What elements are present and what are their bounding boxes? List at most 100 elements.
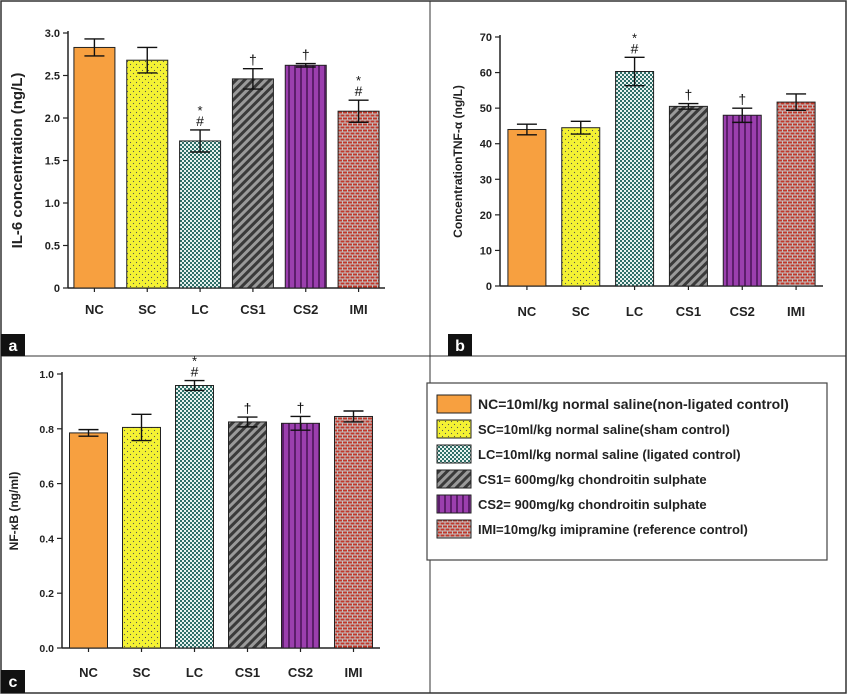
x-tick-label-cs2: CS2 <box>730 304 755 319</box>
bar-imi <box>337 110 380 289</box>
error-bar-sc <box>137 46 158 74</box>
legend-swatch-imi <box>436 519 472 539</box>
x-tick-label-imi: IMI <box>344 665 362 680</box>
y-tick-label: 0.0 <box>39 643 54 655</box>
x-tick-label-cs2: CS2 <box>288 665 313 680</box>
y-tick-label: 1.0 <box>39 369 54 381</box>
error-bar-imi <box>343 410 364 423</box>
significance-star: * <box>198 103 203 118</box>
y-tick-label: 30 <box>480 174 492 186</box>
y-axis-label: NF-κB (ng/ml) <box>7 472 21 551</box>
bar-lc <box>615 71 655 287</box>
x-tick-label-nc: NC <box>79 665 98 680</box>
error-bar-cs2 <box>295 62 316 68</box>
x-tick-label-lc: LC <box>186 665 204 680</box>
y-tick-label: 3.0 <box>45 28 60 40</box>
significance-hash: # <box>355 83 363 99</box>
error-bar-cs1 <box>237 416 258 428</box>
bar-nc <box>69 432 108 649</box>
error-bar-lc <box>184 379 205 392</box>
y-tick-label: 1.5 <box>45 156 60 168</box>
y-tick-label: 70 <box>480 32 492 44</box>
y-tick-label: 2.0 <box>45 113 60 125</box>
panel-label-b: b <box>448 334 472 356</box>
bar-lc <box>175 385 214 649</box>
error-bar-sc <box>131 413 152 442</box>
bar-lc <box>179 140 222 289</box>
x-tick-label-cs2: CS2 <box>293 302 318 317</box>
x-tick-label-nc: NC <box>518 304 537 319</box>
chart-tnf-alpha: 0 10 20 30 40 50 60 70 ConcentrationTNF-α (ng/L)… <box>451 30 823 319</box>
legend-swatch-cs2 <box>436 494 472 514</box>
significance-dagger: † <box>244 400 252 416</box>
y-tick-label: 50 <box>480 103 492 115</box>
y-tick-label: 1.0 <box>45 198 60 210</box>
bar-nc <box>507 128 547 287</box>
y-axis-label: IL-6 concentration (ng/L) <box>9 73 26 249</box>
legend-label-nc: NC=10ml/kg normal saline(non-ligated con… <box>478 396 789 412</box>
y-tick-label: 0 <box>486 281 492 293</box>
x-tick-label-lc: LC <box>191 302 209 317</box>
y-tick-label: 0.8 <box>39 424 54 436</box>
svg-text:b: b <box>455 338 465 355</box>
x-tick-label-cs1: CS1 <box>240 302 265 317</box>
y-tick-label: 0.6 <box>39 479 54 491</box>
significance-star: * <box>192 354 197 369</box>
bar-cs2 <box>284 64 327 289</box>
legend-label-cs2: CS2= 900mg/kg chondroitin sulphate <box>478 497 707 512</box>
y-tick-label: 0.4 <box>39 533 54 545</box>
legend-swatch-lc <box>436 444 472 464</box>
legend: NC=10ml/kg normal saline(non-ligated con… <box>426 382 828 561</box>
y-tick-label: 0 <box>54 283 60 295</box>
y-tick-label: 0.2 <box>39 588 54 600</box>
x-tick-label-nc: NC <box>85 302 104 317</box>
bar-cs2 <box>722 114 762 287</box>
svg-text:a: a <box>9 338 18 355</box>
significance-hash: # <box>191 364 199 380</box>
significance-hash: # <box>631 40 639 56</box>
bar-cs1 <box>668 105 708 287</box>
legend-label-lc: LC=10ml/kg normal saline (ligated contro… <box>478 447 741 462</box>
y-axis-label: ConcentrationTNF-α (ng/L) <box>451 85 465 238</box>
y-tick-label: 60 <box>480 68 492 80</box>
significance-dagger: † <box>685 87 693 103</box>
x-tick-label-lc: LC <box>626 304 644 319</box>
error-bar-cs2 <box>290 415 311 431</box>
panel-label-c: c <box>1 670 25 693</box>
x-tick-label-sc: SC <box>132 665 151 680</box>
y-tick-label: 20 <box>480 210 492 222</box>
error-bar-imi <box>786 93 807 111</box>
y-tick-label: 0.5 <box>45 241 60 253</box>
chart-il6: 0 0.5 1.0 1.5 2.0 2.5 3.0 IL-6 concentration (n… <box>9 28 385 317</box>
legend-label-sc: SC=10ml/kg normal saline(sham control) <box>478 422 730 437</box>
bar-nc <box>73 46 116 289</box>
x-tick-label-cs1: CS1 <box>676 304 701 319</box>
legend-box <box>426 382 828 561</box>
legend-label-cs1: CS1= 600mg/kg chondroitin sulphate <box>478 472 707 487</box>
y-tick-label: 10 <box>480 245 492 257</box>
bar-sc <box>122 426 161 649</box>
legend-swatch-nc <box>436 394 472 414</box>
error-bar-cs2 <box>732 107 753 124</box>
significance-star: * <box>632 30 637 45</box>
error-bar-imi <box>348 99 369 123</box>
significance-star: * <box>356 73 361 88</box>
significance-dagger: † <box>302 47 310 63</box>
significance-dagger: † <box>297 399 305 415</box>
significance-hash: # <box>196 113 204 129</box>
x-tick-label-imi: IMI <box>350 302 368 317</box>
error-bar-lc <box>624 56 645 87</box>
error-bar-nc <box>516 123 537 136</box>
error-bar-sc <box>570 120 591 135</box>
error-bar-cs1 <box>242 67 263 90</box>
bar-sc <box>126 59 169 289</box>
y-tick-label: 40 <box>480 139 492 151</box>
error-bar-nc <box>84 38 105 57</box>
error-bar-cs1 <box>678 102 699 110</box>
x-tick-label-sc: SC <box>138 302 157 317</box>
legend-label-imi: IMI=10mg/kg imipramine (reference contro… <box>478 522 748 537</box>
significance-dagger: † <box>738 91 746 107</box>
svg-text:c: c <box>9 674 18 691</box>
